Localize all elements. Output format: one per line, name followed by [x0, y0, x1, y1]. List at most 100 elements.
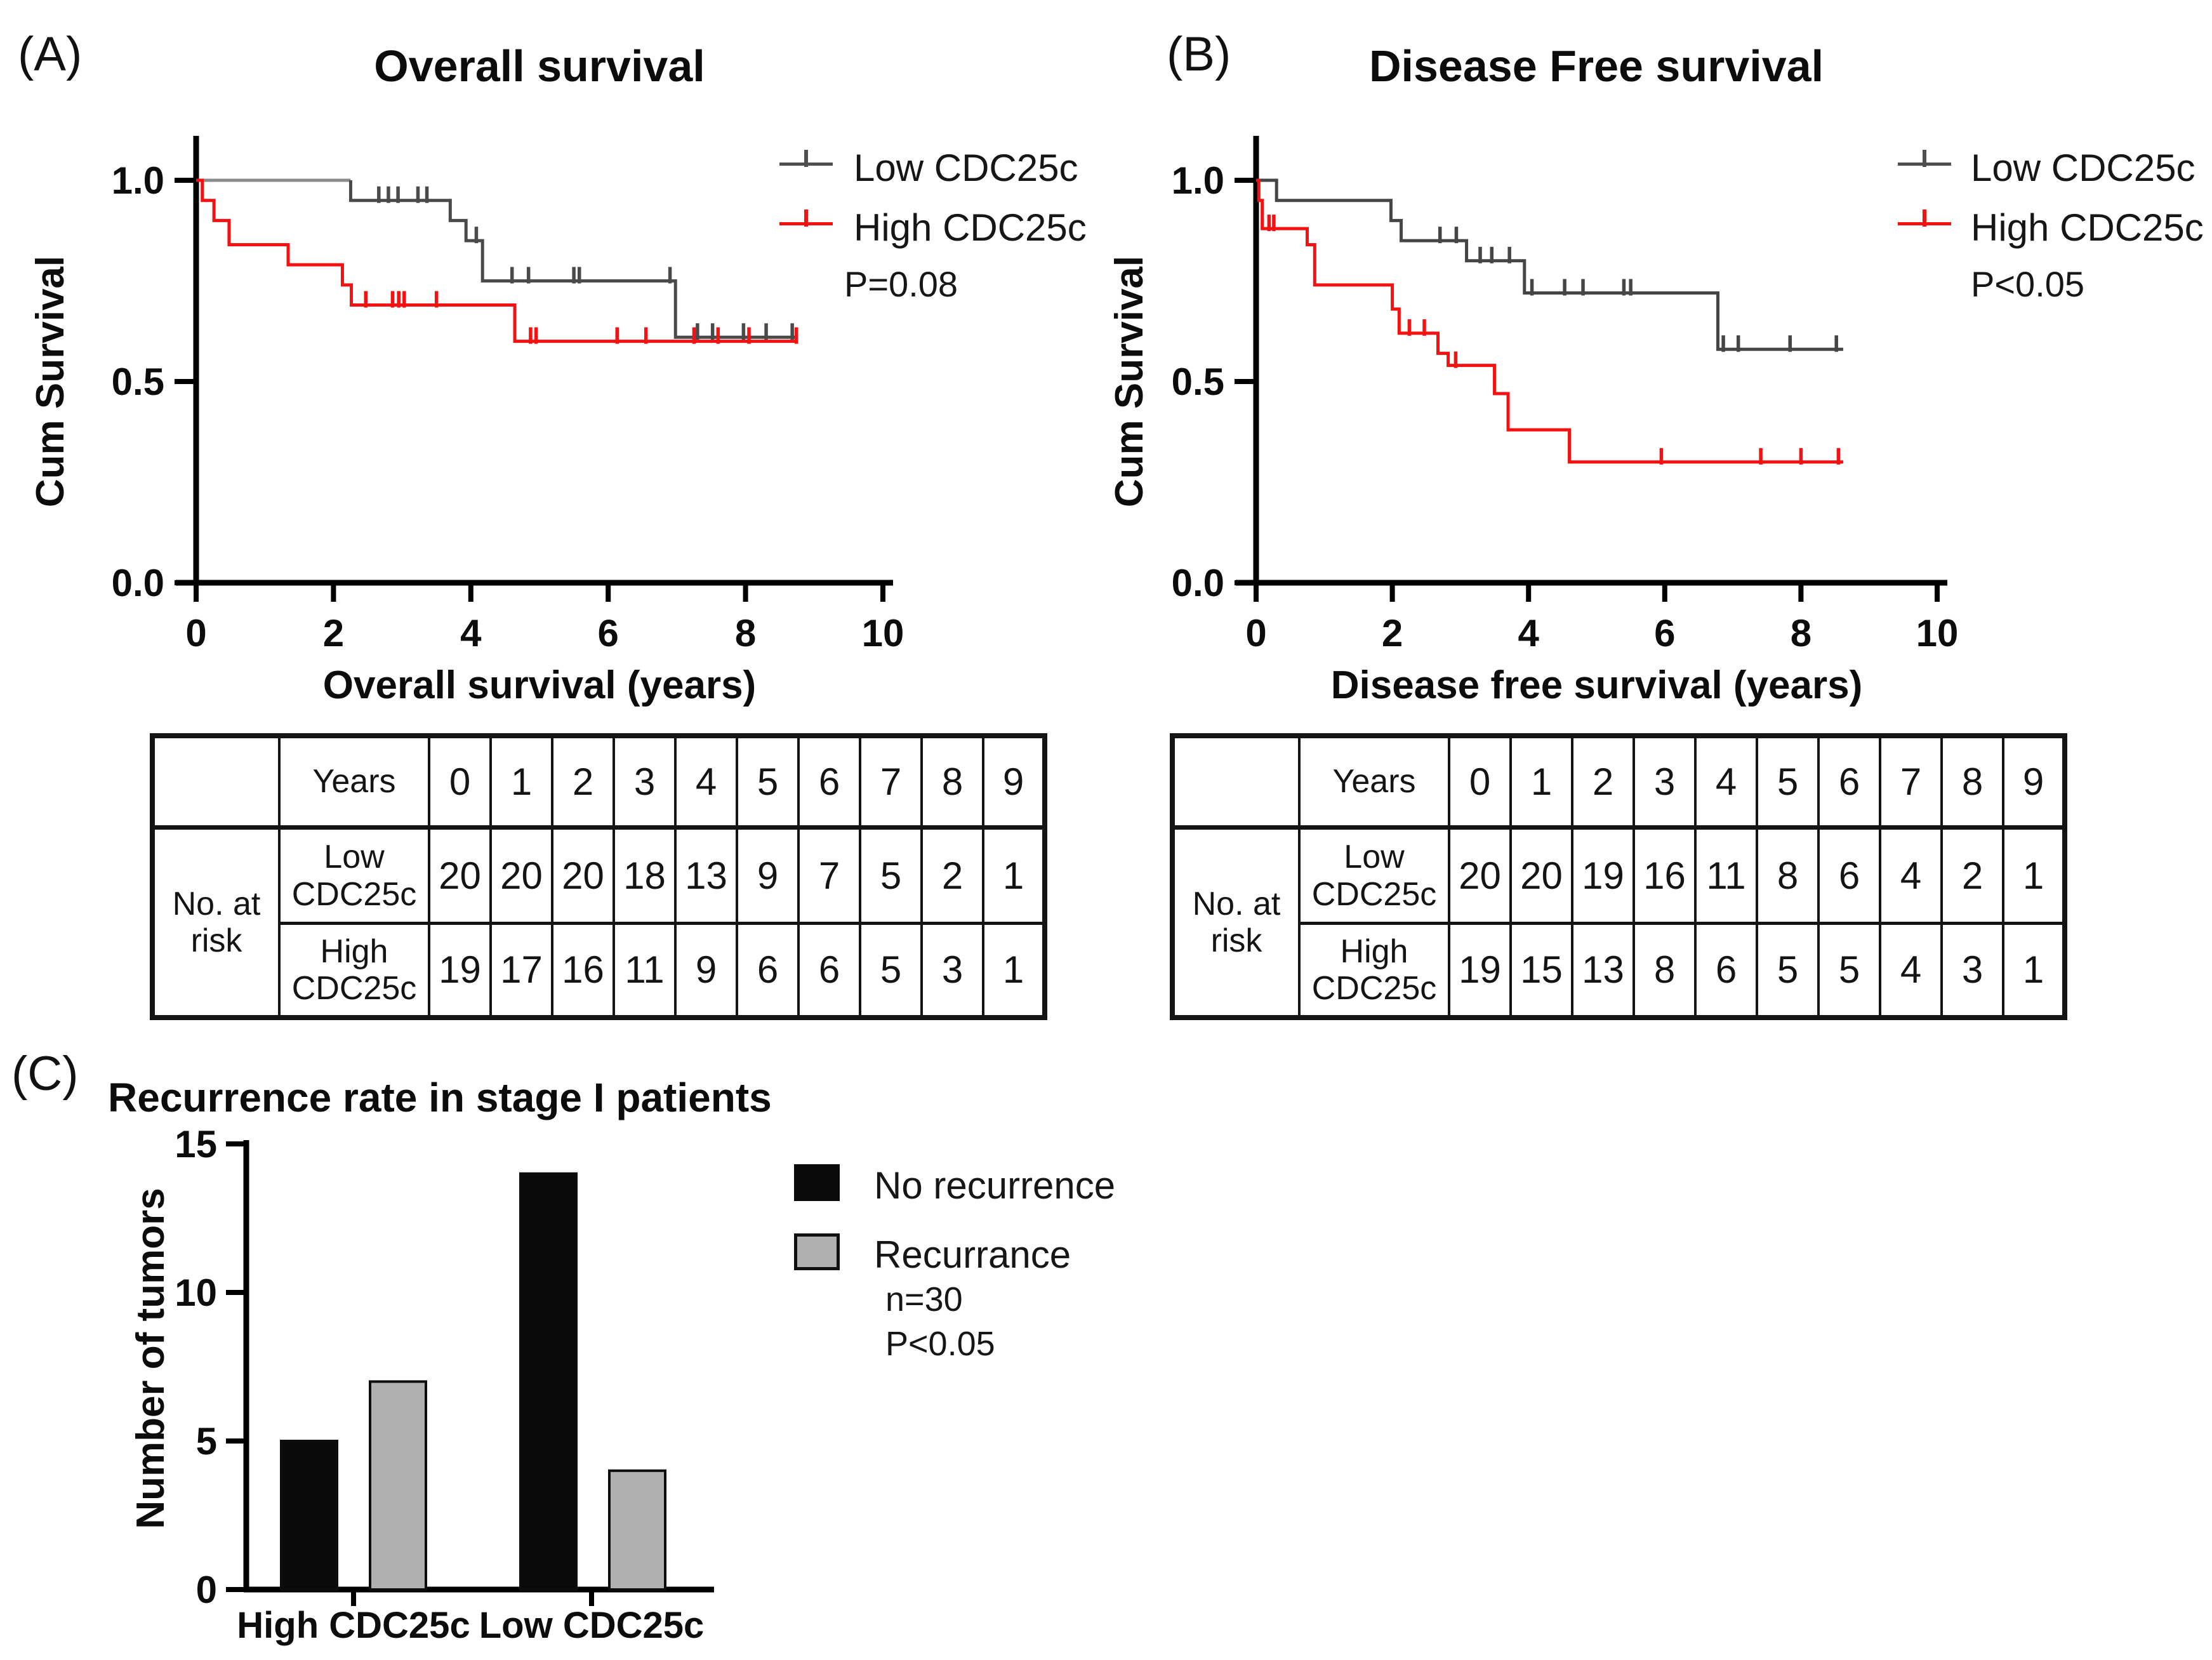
panel-c-title: Recurrence rate in stage I patients [108, 1075, 772, 1120]
risk-value-cell: 2 [1940, 826, 2004, 925]
x-tick-label: 0 [1245, 612, 1266, 654]
risk-value-cell: 16 [1633, 826, 1697, 925]
risk-value-cell: 11 [613, 922, 677, 1019]
bar-recurrance [608, 1469, 666, 1591]
panel-a-label: (A) [18, 27, 83, 81]
recurrence-bar-chart: 0 5 10 15 High CDC25c Low CDC25c Number of tum… [129, 1130, 714, 1646]
risk-year-cell: 6 [1817, 734, 1881, 830]
risk-value-cell: 1 [982, 922, 1046, 1019]
y-tick-label: 0 [196, 1569, 217, 1611]
risk-row-header: No. at risk [1171, 826, 1301, 1019]
km-curve [1256, 178, 1843, 464]
x-tick-label: 0 [185, 612, 206, 654]
x-tick-label: 2 [323, 612, 344, 654]
risk-value-cell: 16 [551, 922, 615, 1019]
risk-value-cell: 20 [1448, 826, 1512, 925]
risk-value-cell: 4 [1879, 922, 1943, 1019]
overall-survival-km-chart: 1.0 0.5 0.0 0 2 4 6 8 10 Overall survival (years)… [29, 136, 904, 707]
risk-value-cell: 5 [859, 826, 923, 925]
risk-year-cell: 9 [982, 734, 1046, 830]
risk-value-cell: 9 [674, 922, 738, 1019]
low-cdc25c-line-symbol [1898, 150, 1951, 167]
panel-a-p-value: P=0.08 [844, 264, 958, 304]
risk-value-cell: 13 [1571, 922, 1635, 1019]
x-tick-label: 6 [1654, 612, 1675, 654]
risk-year-cell: 0 [428, 734, 492, 830]
risk-value-cell: 7 [797, 826, 861, 925]
y-axis-title: Cum Survival [29, 256, 72, 507]
panel-c-label: (C) [11, 1047, 79, 1101]
x-tick-label: 8 [735, 612, 756, 654]
panel-b-risk-table-wrap: Years 0 1 2 3 4 5 6 7 8 9 No. at risk Low CDC25c 20 20… [1170, 733, 2067, 1020]
risk-series-label: Low CDC25c [278, 826, 430, 925]
risk-year-cell: 0 [1448, 734, 1512, 830]
risk-year-cell: 7 [859, 734, 923, 830]
x-tick-label: 2 [1382, 612, 1403, 654]
risk-value-cell: 3 [920, 922, 984, 1019]
risk-corner-cell [1171, 734, 1301, 830]
risk-year-cell: 6 [797, 734, 861, 830]
low-cdc25c-line-symbol [779, 150, 833, 167]
y-tick-label: 0.0 [112, 562, 164, 604]
panel-b-title: Disease Free survival [1368, 41, 1824, 91]
risk-value-cell: 9 [736, 826, 800, 925]
y-tick-label: 15 [175, 1130, 217, 1165]
panel-b-legend-low: Low CDC25c [1971, 147, 2195, 189]
risk-year-cell: 5 [736, 734, 800, 830]
recurrence-swatch [794, 1233, 840, 1270]
x-axis-title: Disease free survival (years) [1331, 663, 1863, 707]
risk-value-cell: 8 [1756, 826, 1820, 925]
risk-year-cell: 9 [2002, 734, 2066, 830]
x-axis-title: Overall survival (years) [323, 663, 756, 707]
risk-value-cell: 20 [489, 826, 553, 925]
panel-c-legend-recurrence: Recurrance [874, 1233, 1071, 1276]
risk-year-cell: 3 [613, 734, 677, 830]
risk-value-cell: 20 [551, 826, 615, 925]
risk-value-cell: 1 [2002, 826, 2066, 925]
risk-value-cell: 2 [920, 826, 984, 925]
panel-c-p-value: P<0.05 [885, 1325, 995, 1363]
panel-b-risk-table: Years 0 1 2 3 4 5 6 7 8 9 No. at risk Low CDC25c 20 20… [1170, 733, 2067, 1020]
risk-value-cell: 19 [1571, 826, 1635, 925]
x-tick-label: 10 [1916, 612, 1959, 654]
risk-year-cell: 8 [1940, 734, 2004, 830]
risk-year-cell: 2 [1571, 734, 1635, 830]
risk-value-cell: 3 [1940, 922, 2004, 1019]
risk-year-cell: 1 [1509, 734, 1573, 830]
y-tick-label: 0.5 [1172, 361, 1224, 403]
risk-value-cell: 1 [982, 826, 1046, 925]
x-tick-label: 10 [862, 612, 904, 654]
y-tick-label: 10 [175, 1272, 217, 1314]
risk-value-cell: 15 [1509, 922, 1573, 1019]
risk-year-cell: 4 [1694, 734, 1758, 830]
risk-years-header: Years [278, 734, 430, 830]
high-cdc25c-line-symbol [1898, 209, 1951, 227]
y-tick-label: 0.0 [1172, 562, 1224, 604]
risk-value-cell: 5 [1756, 922, 1820, 1019]
panel-b-legend-high: High CDC25c [1971, 206, 2204, 249]
km-curve [348, 180, 795, 339]
risk-series-label: High CDC25c [278, 922, 430, 1019]
risk-years-header: Years [1298, 734, 1450, 830]
panel-a-legend-high: High CDC25c [854, 206, 1087, 249]
risk-value-cell: 11 [1694, 826, 1758, 925]
risk-value-cell: 19 [428, 922, 492, 1019]
panel-a-legend-low: Low CDC25c [854, 147, 1078, 189]
risk-value-cell: 8 [1633, 922, 1697, 1019]
risk-value-cell: 6 [797, 922, 861, 1019]
risk-value-cell: 13 [674, 826, 738, 925]
y-axis-title: Cum Survival [1108, 256, 1151, 507]
risk-value-cell: 1 [2002, 922, 2066, 1019]
risk-value-cell: 5 [859, 922, 923, 1019]
bar-no-recurrence [519, 1172, 578, 1591]
risk-value-cell: 20 [1509, 826, 1573, 925]
risk-year-cell: 8 [920, 734, 984, 830]
risk-year-cell: 7 [1879, 734, 1943, 830]
y-tick-label: 0.5 [112, 361, 164, 403]
risk-value-cell: 5 [1817, 922, 1881, 1019]
panel-c-legend-no-recurrence: No recurrence [874, 1164, 1116, 1207]
x-tick-label: 4 [1518, 612, 1540, 654]
risk-year-cell: 1 [489, 734, 553, 830]
bar-recurrance [369, 1380, 427, 1591]
